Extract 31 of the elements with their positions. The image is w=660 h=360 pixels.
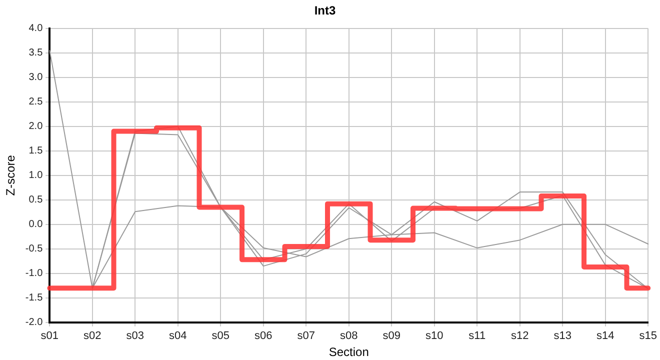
y-tick-label: -2.0 — [25, 317, 44, 328]
x-tick-label: s11 — [468, 330, 486, 342]
x-axis-title: Section — [328, 345, 369, 360]
x-tick-label: s07 — [297, 330, 316, 342]
x-tick-label: s12 — [511, 330, 529, 342]
y-tick-label: 4.0 — [28, 23, 44, 34]
x-tick-label: s05 — [212, 330, 230, 342]
x-tick-label: s13 — [554, 330, 572, 342]
y-tick-label: 3.5 — [28, 48, 44, 59]
y-tick-label: 0.0 — [28, 219, 44, 230]
x-tick-label: s14 — [596, 330, 614, 342]
y-tick-label: 1.0 — [28, 170, 44, 182]
x-tick-label: s08 — [340, 330, 358, 342]
y-tick-label: 1.5 — [28, 146, 44, 157]
y-axis-title: Z-score — [4, 154, 18, 196]
x-tick-label: s04 — [169, 330, 187, 342]
x-tick-label: s02 — [84, 330, 102, 342]
x-tick-label: s03 — [126, 330, 144, 342]
x-tick-label: s15 — [639, 330, 658, 342]
x-tick-label: s10 — [426, 330, 444, 342]
x-tick-label: s06 — [254, 330, 272, 342]
x-tick-label: s09 — [382, 330, 401, 342]
y-tick-label: -1.5 — [25, 292, 44, 304]
y-tick-label: -0.5 — [25, 244, 44, 255]
y-tick-label: 3.0 — [28, 72, 44, 84]
chart-title: Int3 — [314, 4, 336, 18]
y-tick-label: 0.5 — [28, 194, 44, 206]
y-tick-label: -1.0 — [25, 268, 44, 280]
y-tick-label: 2.5 — [28, 96, 44, 108]
y-tick-label: 2.0 — [28, 121, 44, 132]
x-tick-label: s01 — [40, 330, 59, 342]
